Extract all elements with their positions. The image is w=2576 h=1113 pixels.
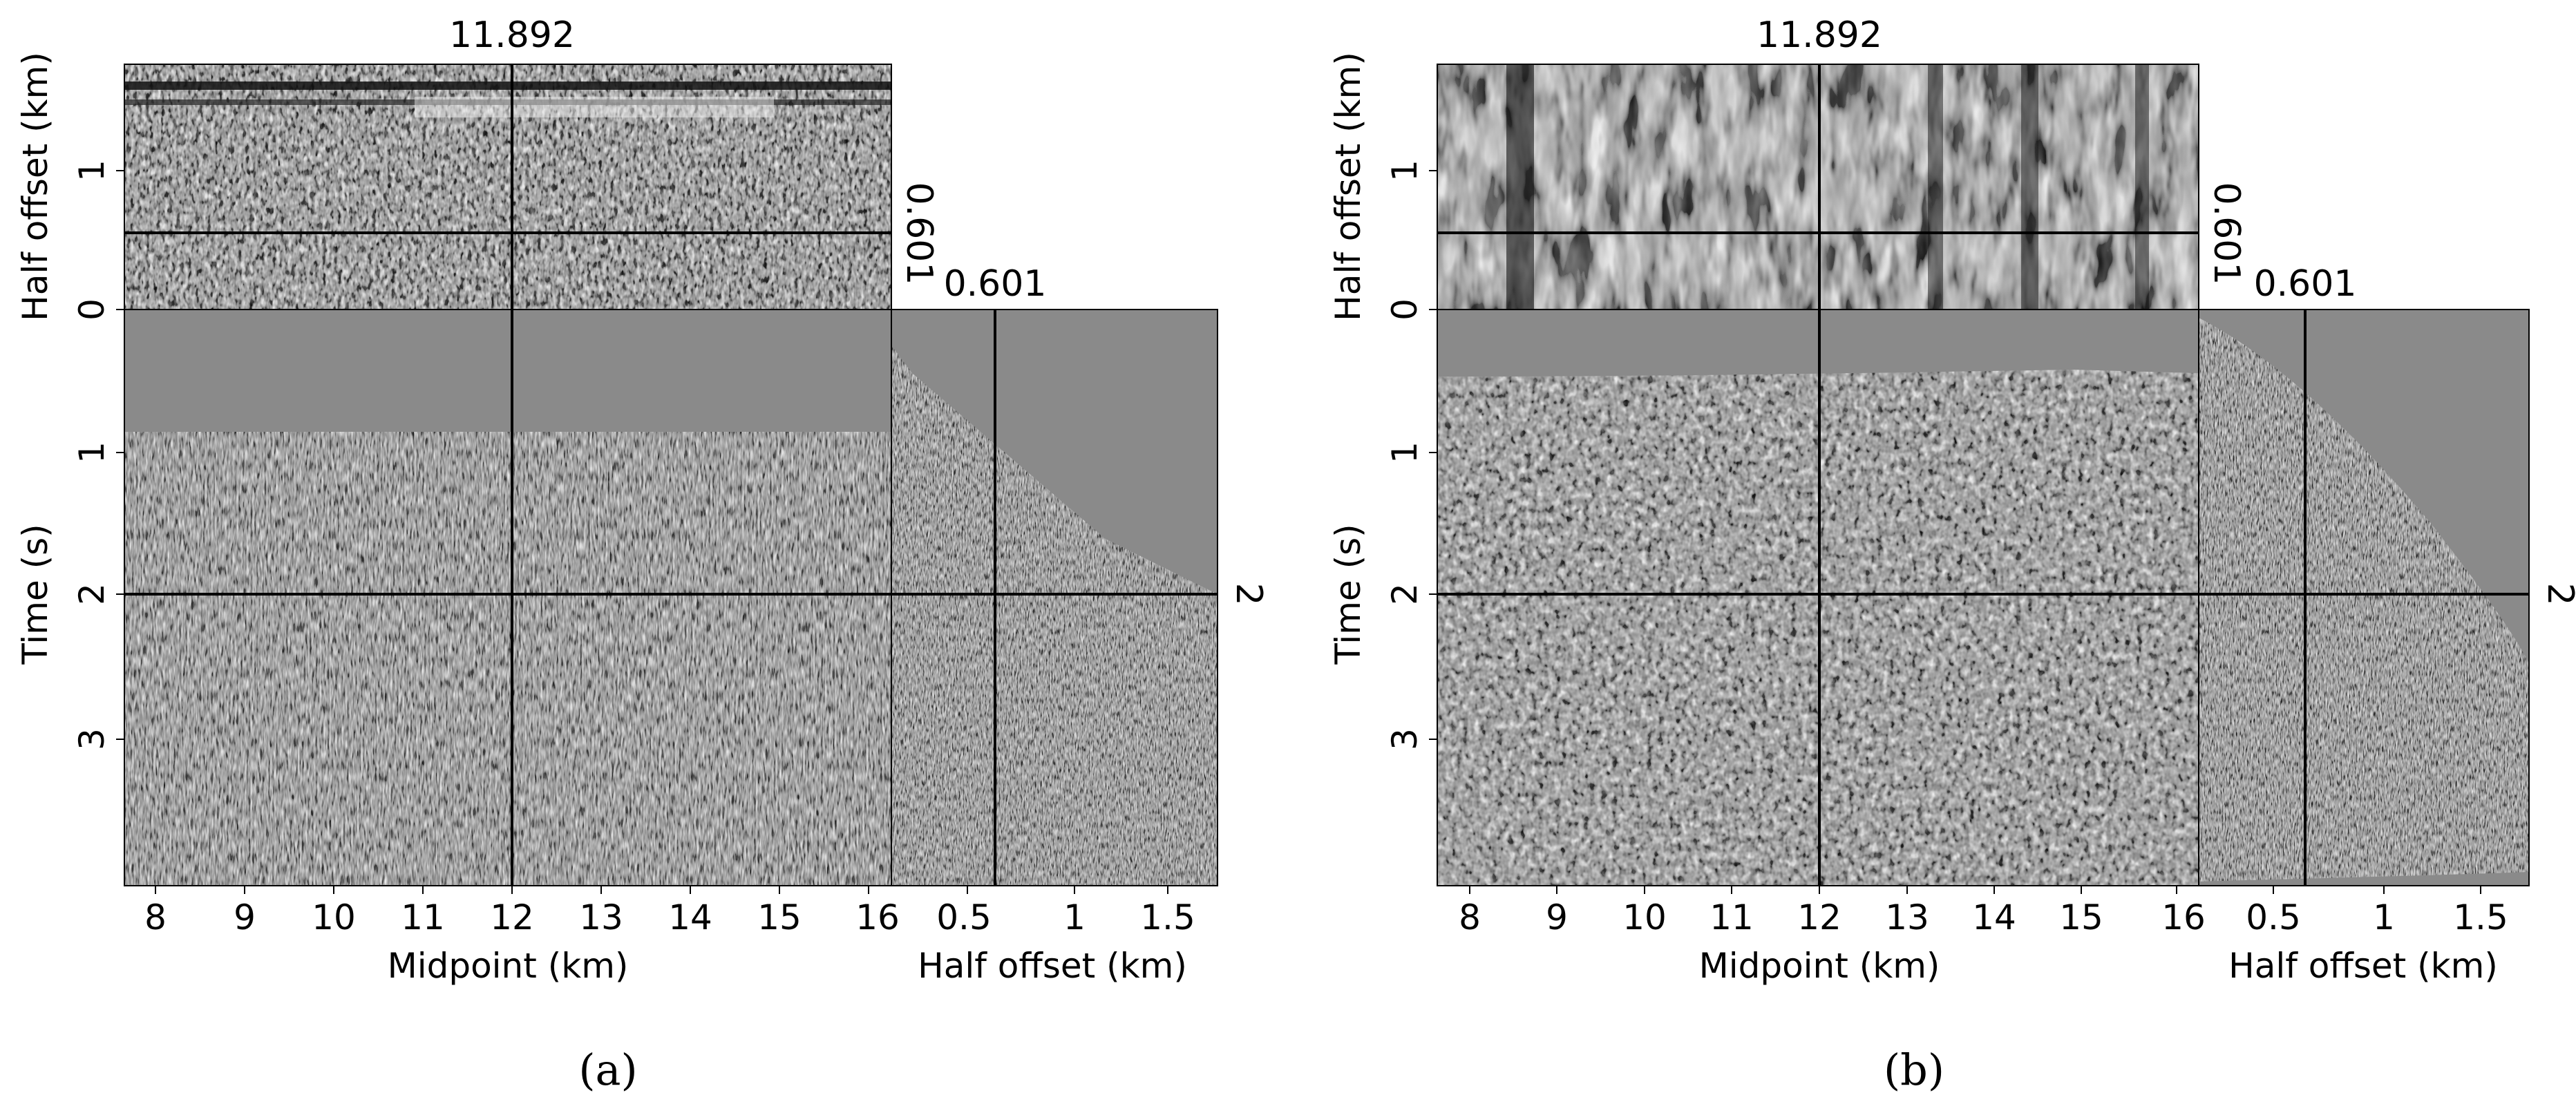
panel-b-midpoint-tick-8: 8: [1459, 897, 1481, 938]
panel-b-midpoint-tick-16: 16: [2161, 897, 2206, 938]
panel-b-midpoint-tick-11: 11: [1710, 897, 1754, 938]
panel-a-midpoint-tick-12: 12: [490, 897, 534, 938]
panel-a-offset-htick-0.5: 0.5: [936, 897, 992, 938]
panel-a-side-xlabel: Half offset (km): [918, 946, 1187, 986]
panel-b-top-ylabel: Half offset (km): [1328, 52, 1368, 321]
panel-b-label: (b): [1884, 1045, 1944, 1095]
panel-b-midpoint-tick-12: 12: [1797, 897, 1841, 938]
panel-b-offset-vtick-1: 1: [1385, 160, 1425, 182]
panel-a-offset-readout-side: 0.601: [898, 182, 940, 285]
panel-b-side-xlabel: Half offset (km): [2228, 946, 2498, 986]
panel-b-midpoint-ticks: 8 9 10 11 12 13 14 15 16: [1459, 886, 2206, 938]
panel-b-midpoint-tick-13: 13: [1885, 897, 1929, 938]
panel-a-offset-htick-1: 1: [1063, 897, 1086, 938]
panel-a-offset-htick-1.5: 1.5: [1140, 897, 1195, 938]
panel-b-time-readout: 2: [2539, 582, 2576, 605]
panel-b-time-tick-1: 1: [1385, 441, 1425, 464]
panel-b-midpoint-tick-10: 10: [1622, 897, 1667, 938]
panel-a-top-ylabel: Half offset (km): [15, 52, 55, 321]
panel-a-top-image: [124, 64, 891, 310]
panel-a-midpoint-tick-11: 11: [401, 897, 445, 938]
panel-b-offset-htick-1: 1: [2373, 897, 2395, 938]
panel-a-time-tick-3: 3: [72, 728, 112, 750]
panel-b-offset-readout-top: 0.601: [2254, 263, 2357, 305]
panel-a-offset-vtick-0: 0: [72, 298, 112, 321]
panel-b-time-tick-2: 2: [1385, 583, 1425, 605]
panel-a-time-tick-2: 2: [72, 583, 112, 605]
panel-a-offset-vtick-1: 1: [72, 160, 112, 182]
panel-b-offset-readout-side: 0.601: [2206, 182, 2247, 285]
panel-a-midpoint-ticks: 8 9 10 11 12 13 14 15 16: [144, 886, 900, 938]
panel-b-midpoint-tick-15: 15: [2059, 897, 2103, 938]
panel-b-offset-vtick-0: 0: [1385, 298, 1425, 321]
panel-b-offset-hticks: 0.5 1 1.5: [2246, 886, 2508, 938]
panel-b-time-tick-3: 3: [1385, 728, 1425, 750]
panel-b-main-ylabel: Time (s): [1328, 524, 1368, 665]
panel-a-midpoint-tick-9: 9: [234, 897, 256, 938]
panel-a-main-ylabel: Time (s): [15, 524, 55, 665]
panel-a-time-readout: 2: [1228, 582, 1269, 605]
panel-a-midpoint-tick-13: 13: [579, 897, 623, 938]
panel-b-midpoint-tick-9: 9: [1546, 897, 1568, 938]
panel-a-midpoint-tick-10: 10: [312, 897, 356, 938]
panel-a-side-image: [891, 310, 1218, 886]
panel-a-midpoint-tick-14: 14: [668, 897, 712, 938]
panel-a-main-image: [124, 310, 891, 886]
panel-a-label: (a): [578, 1045, 637, 1095]
panel-a-midpoint-tick-16: 16: [855, 897, 900, 938]
panel-a-main-xlabel: Midpoint (km): [388, 946, 629, 986]
panel-a-title-readout: 11.892: [449, 15, 575, 56]
panel-b-main-xlabel: Midpoint (km): [1699, 946, 1940, 986]
panel-a-time-tick-1: 1: [72, 441, 112, 464]
panel-b-offset-htick-1.5: 1.5: [2453, 897, 2508, 938]
panel-b-title-readout: 11.892: [1756, 15, 1882, 56]
panel-a: 11.892 0.601 0.601 2 0 1 Half offset (km…: [15, 15, 1269, 1095]
panel-b-midpoint-tick-14: 14: [1972, 897, 2016, 938]
panel-a-midpoint-tick-15: 15: [757, 897, 802, 938]
panel-b: 11.892 0.601 0.601 2 0 1 Half offset (km…: [1328, 15, 2576, 1095]
panel-a-offset-hticks: 0.5 1 1.5: [936, 886, 1195, 938]
panel-b-offset-htick-0.5: 0.5: [2246, 897, 2301, 938]
panel-b-side-image: [2199, 310, 2529, 886]
panel-a-midpoint-tick-8: 8: [144, 897, 167, 938]
panel-a-offset-readout-top: 0.601: [944, 263, 1047, 305]
